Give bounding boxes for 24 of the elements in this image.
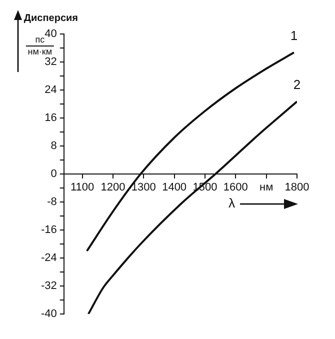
x-tick-label: 1200 bbox=[100, 182, 126, 194]
y-tick-label: 8 bbox=[50, 140, 57, 152]
text: пс bbox=[35, 34, 46, 44]
x-axis-title: λ bbox=[228, 196, 236, 211]
x-tick-label: нм bbox=[260, 182, 274, 194]
x-tick-label: 1100 bbox=[70, 182, 94, 194]
y-tick-label: 32 bbox=[44, 56, 57, 68]
y-tick-label: 0 bbox=[50, 168, 57, 180]
annotation: 2 bbox=[293, 77, 301, 92]
x-tick-label: 1300 bbox=[131, 182, 156, 194]
text: нм·км bbox=[28, 46, 52, 56]
y-tick-label: -40 bbox=[40, 308, 57, 320]
x-tick-label: 1600 bbox=[223, 182, 248, 194]
y-tick-label: -8 bbox=[47, 196, 57, 208]
y-tick-label: 24 bbox=[44, 84, 57, 96]
y-axis-title: Дисперсия bbox=[24, 12, 78, 24]
annotation: 1 bbox=[290, 28, 298, 44]
y-tick-label: -32 bbox=[40, 280, 57, 292]
y-tick-label: -16 bbox=[40, 224, 57, 236]
y-tick-label: 40 bbox=[44, 28, 57, 40]
y-tick-label: -24 bbox=[40, 252, 57, 264]
y-tick-label: 16 bbox=[44, 112, 57, 124]
x-tick-label: 1800 bbox=[284, 182, 310, 194]
x-tick-label: 1400 bbox=[162, 182, 187, 194]
